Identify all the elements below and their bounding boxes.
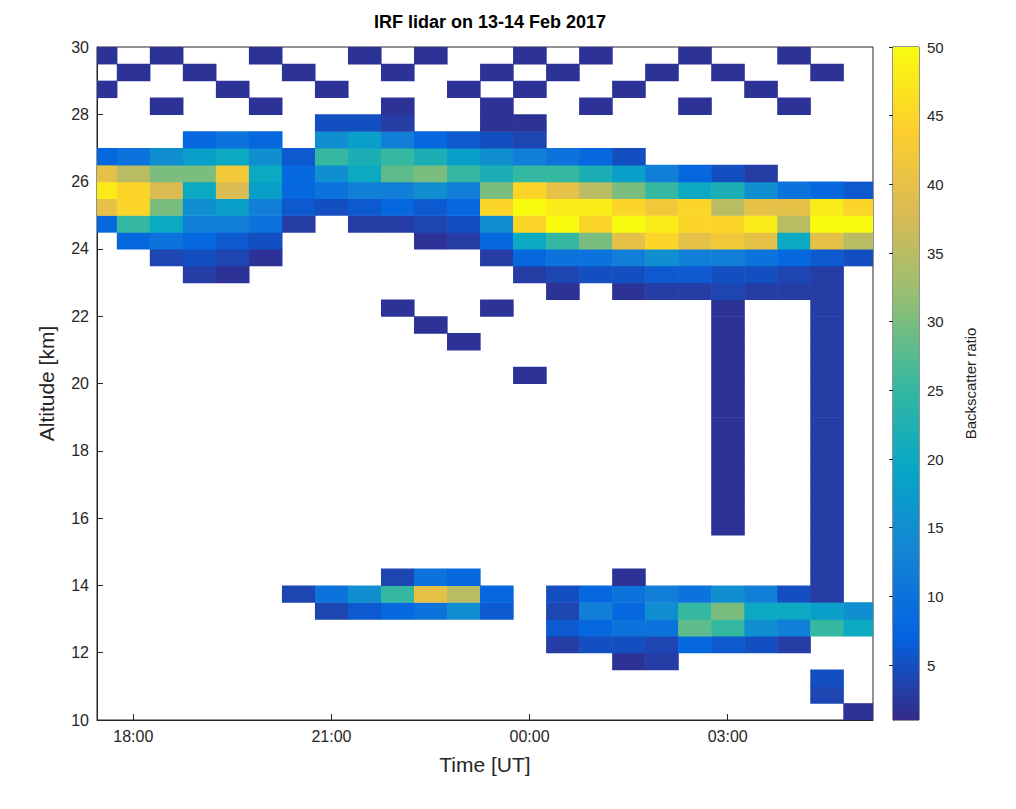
svg-text:IRF lidar on 13-14 Feb 2017: IRF lidar on 13-14 Feb 2017 <box>374 12 606 32</box>
svg-text:10: 10 <box>927 588 944 605</box>
svg-text:26: 26 <box>71 173 89 190</box>
svg-text:10: 10 <box>71 712 89 729</box>
svg-text:24: 24 <box>71 240 89 257</box>
svg-text:30: 30 <box>927 313 944 330</box>
svg-text:18:00: 18:00 <box>113 728 153 745</box>
svg-text:Backscatter ratio: Backscatter ratio <box>962 328 979 440</box>
svg-text:15: 15 <box>927 519 944 536</box>
svg-text:Time [UT]: Time [UT] <box>439 753 530 776</box>
svg-text:5: 5 <box>927 657 935 674</box>
svg-text:20: 20 <box>71 375 89 392</box>
svg-text:16: 16 <box>71 510 89 527</box>
svg-text:40: 40 <box>927 176 944 193</box>
svg-text:50: 50 <box>927 39 944 56</box>
svg-text:Altitude [km]: Altitude [km] <box>35 326 58 442</box>
svg-text:03:00: 03:00 <box>708 728 748 745</box>
svg-text:12: 12 <box>71 644 89 661</box>
svg-text:30: 30 <box>71 39 89 56</box>
svg-text:22: 22 <box>71 308 89 325</box>
svg-text:00:00: 00:00 <box>510 728 550 745</box>
svg-text:25: 25 <box>927 382 944 399</box>
svg-text:20: 20 <box>927 451 944 468</box>
svg-text:18: 18 <box>71 442 89 459</box>
svg-text:21:00: 21:00 <box>311 728 351 745</box>
svg-text:35: 35 <box>927 245 944 262</box>
svg-text:45: 45 <box>927 107 944 124</box>
svg-text:28: 28 <box>71 106 89 123</box>
svg-text:14: 14 <box>71 577 89 594</box>
